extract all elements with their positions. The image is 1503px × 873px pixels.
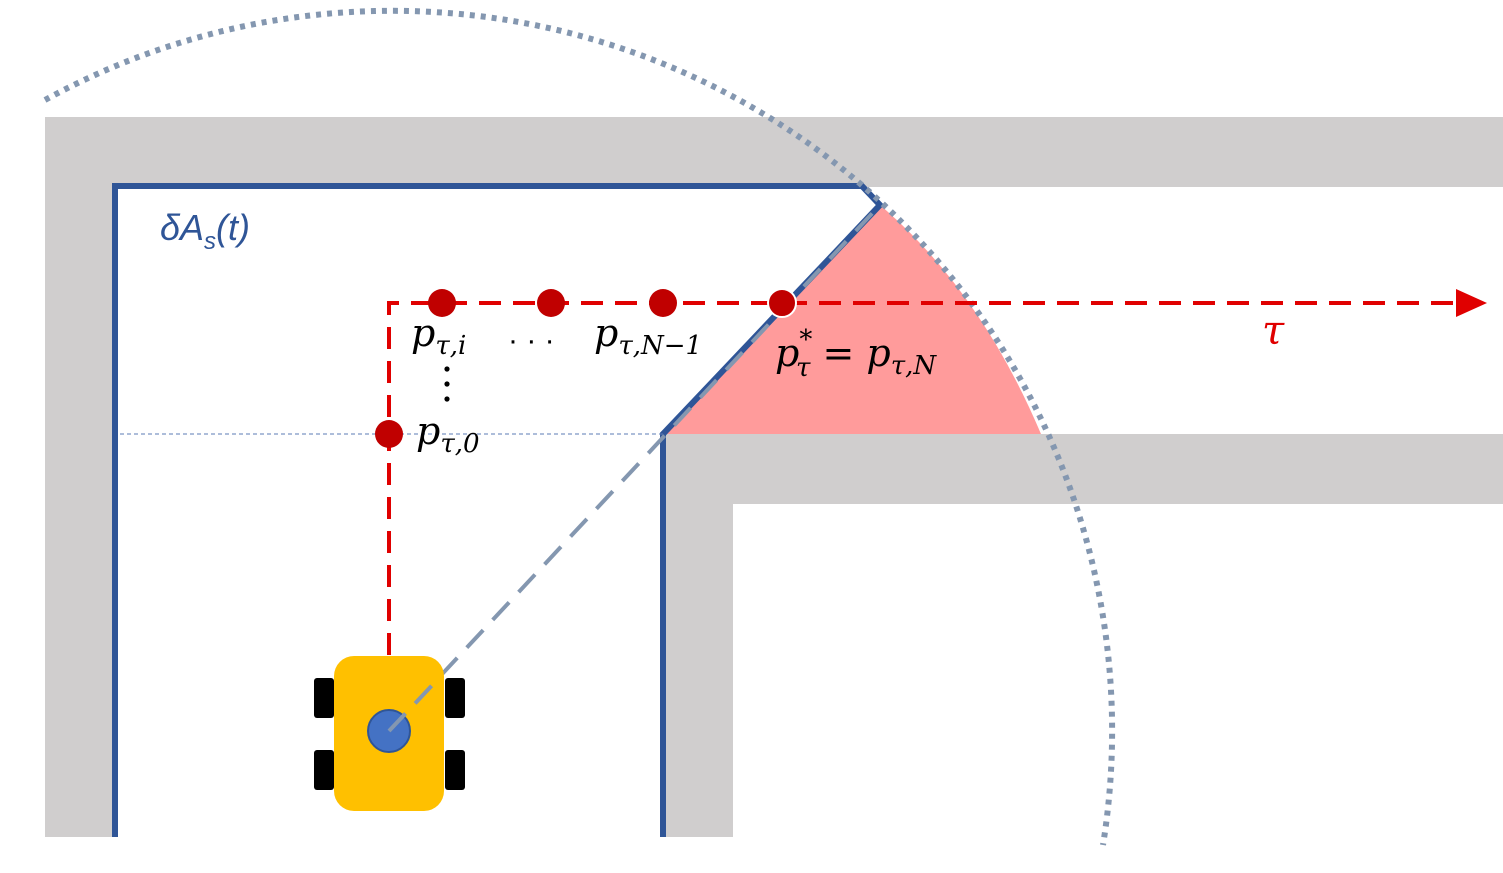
wall-inner-horizontal bbox=[663, 434, 1503, 504]
walls bbox=[45, 117, 1503, 837]
point-star-sub: τ bbox=[796, 353, 811, 383]
robot-wheel-rear-left bbox=[314, 750, 334, 790]
robot-wheel-front-right bbox=[445, 678, 465, 718]
vertical-dot-3 bbox=[444, 396, 450, 402]
point-star-eq-sub: τ,N bbox=[891, 351, 938, 381]
point-star-sup: * bbox=[799, 325, 812, 355]
robot-heading-segment bbox=[387, 675, 442, 733]
point-i-sub: τ,i bbox=[435, 331, 466, 361]
point-n1-label: pτ,N−1 bbox=[594, 311, 702, 361]
point-0-main: p bbox=[416, 409, 440, 453]
point-n1-sub: τ,N−1 bbox=[618, 331, 702, 361]
waypoints bbox=[375, 288, 797, 448]
robot-wheel-front-left bbox=[314, 678, 334, 718]
path-arrowhead bbox=[1456, 289, 1487, 317]
robot bbox=[314, 656, 465, 811]
waypoint-n-minus-1 bbox=[649, 289, 677, 317]
point-star-main: p bbox=[775, 331, 799, 375]
sensing-range-circle bbox=[43, 7, 1116, 846]
point-i-label: pτ,i bbox=[411, 311, 466, 361]
wall-left bbox=[45, 117, 115, 837]
waypoint-0 bbox=[375, 420, 403, 448]
boundary-label: δAs(t) bbox=[160, 207, 250, 255]
point-n1-main: p bbox=[594, 311, 618, 355]
point-0-label: pτ,0 bbox=[416, 409, 480, 459]
sight-ray bbox=[387, 203, 882, 733]
wall-inner-vertical bbox=[663, 434, 733, 837]
boundary-line bbox=[112, 183, 885, 837]
vertical-ellipsis bbox=[444, 366, 450, 402]
boundary-label-sub: s bbox=[204, 228, 216, 255]
vertical-dot-2 bbox=[444, 381, 450, 387]
visible-region bbox=[663, 205, 1041, 434]
point-star-eq: = p bbox=[810, 331, 890, 375]
waypoint-n bbox=[767, 288, 797, 318]
horizontal-ellipsis: · · · bbox=[508, 324, 555, 357]
path-tau bbox=[387, 301, 1462, 655]
vertical-dot-1 bbox=[444, 366, 450, 372]
robot-wheel-rear-right bbox=[445, 750, 465, 790]
boundary-label-arg: (t) bbox=[216, 207, 250, 248]
waypoint-middle bbox=[537, 289, 565, 317]
point-star-label: p* τ = pτ,N bbox=[775, 325, 937, 383]
tau-label: τ bbox=[1262, 308, 1285, 354]
boundary-label-main: δA bbox=[160, 207, 204, 248]
wall-top bbox=[45, 117, 1503, 187]
point-0-sub: τ,0 bbox=[440, 429, 479, 459]
point-i-main: p bbox=[411, 311, 435, 355]
waypoint-i bbox=[428, 289, 456, 317]
